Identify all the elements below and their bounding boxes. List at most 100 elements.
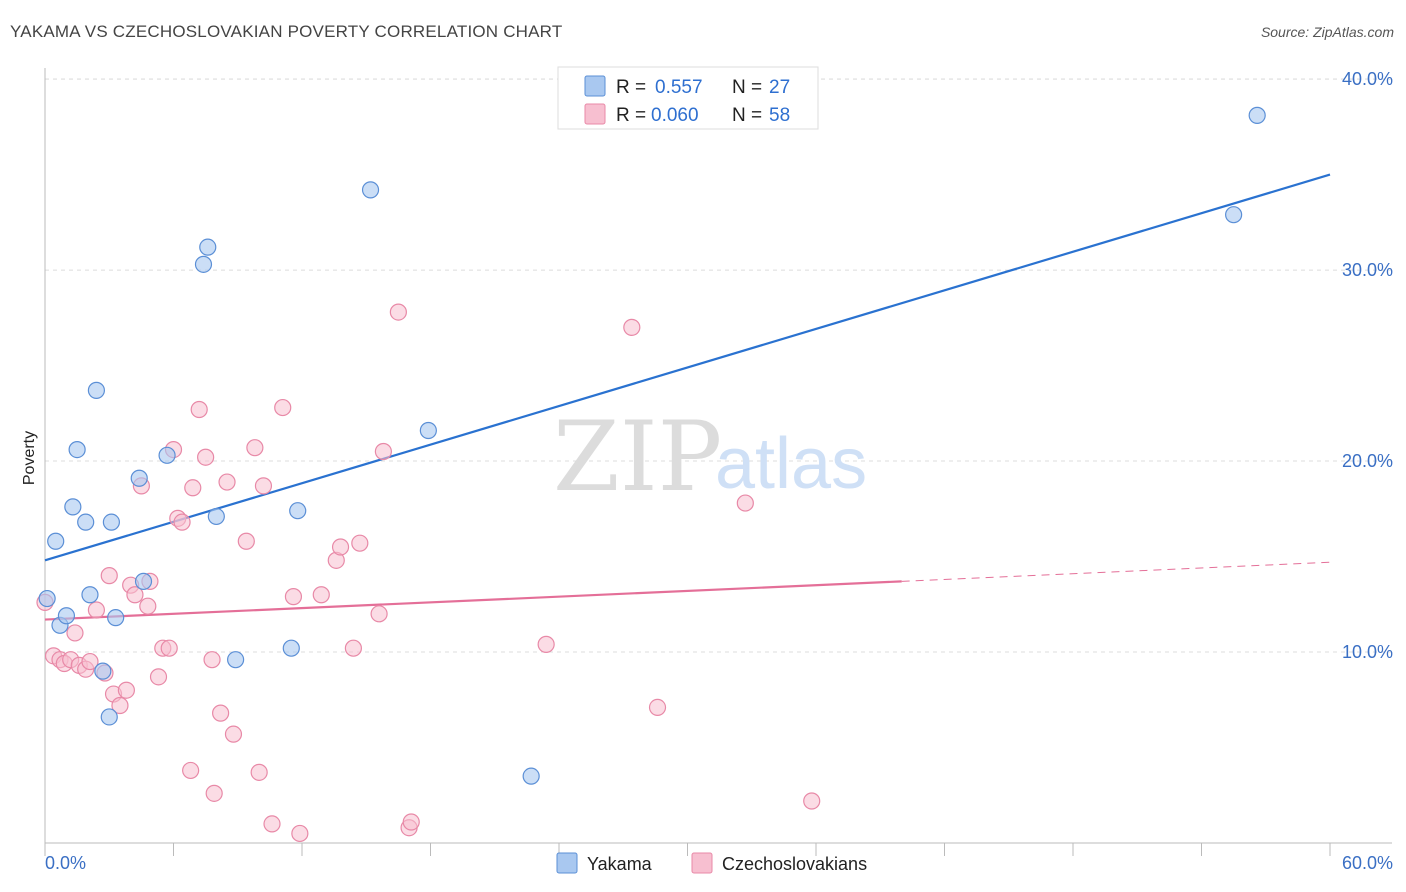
y-tick-label-0: 10.0% — [1342, 642, 1393, 662]
point-czech-26 — [182, 761, 200, 780]
point-czech-33 — [218, 473, 236, 491]
bottom-legend-czech: Czechoslovakians — [722, 854, 867, 874]
point-yakama-22 — [361, 181, 380, 199]
point-yakama-4 — [64, 498, 82, 516]
trend-line-czech-extrapolated — [901, 561, 1331, 582]
point-czech-48 — [370, 605, 388, 623]
point-yakama-14 — [134, 572, 153, 590]
legend-n-value-yakama: 27 — [769, 77, 790, 98]
legend-r-value-yakama: 0.557 — [655, 77, 703, 98]
watermark-zip: ZIP — [553, 401, 722, 513]
point-czech-11 — [100, 567, 118, 585]
chart-title: YAKAMA VS CZECHOSLOVAKIAN POVERTY CORREL… — [10, 22, 563, 41]
trend-lines — [44, 173, 1331, 621]
point-czech-9 — [87, 601, 106, 619]
point-yakama-13 — [130, 469, 148, 487]
point-yakama-15 — [158, 446, 176, 464]
point-czech-38 — [254, 477, 273, 495]
point-czech-37 — [250, 763, 268, 781]
point-czech-56 — [736, 494, 754, 512]
legend: R = 0.557 N = 27 R = 0.060 N = 58 — [557, 66, 819, 130]
point-czech-28 — [190, 400, 208, 419]
bottom-legend-yakama: Yakama — [587, 854, 653, 874]
watermark-atlas: atlas — [715, 424, 867, 504]
legend-n-label-yakama: N = — [732, 77, 762, 98]
point-czech-14 — [117, 681, 135, 699]
x-tick-labels: 0.0% 60.0% — [45, 853, 1393, 873]
point-czech-8 — [81, 652, 99, 671]
point-czech-47 — [351, 534, 369, 552]
y-tick-labels: 10.0% 20.0% 30.0% 40.0% — [1342, 69, 1393, 662]
point-yakama-11 — [107, 609, 125, 627]
legend-swatch-yakama — [584, 75, 606, 97]
point-yakama-3 — [57, 607, 76, 625]
point-czech-39 — [263, 815, 281, 833]
point-yakama-6 — [77, 513, 95, 531]
axes — [44, 68, 1392, 856]
point-yakama-9 — [94, 662, 112, 680]
point-yakama-17 — [199, 238, 217, 256]
point-czech-22 — [160, 639, 178, 657]
point-czech-57 — [803, 792, 821, 810]
x-tick-label-min: 0.0% — [45, 853, 86, 873]
legend-r-label-yakama: R = — [616, 77, 646, 98]
point-czech-49 — [374, 442, 392, 461]
point-czech-5 — [66, 624, 84, 642]
point-yakama-23 — [419, 421, 437, 440]
point-czech-52 — [402, 813, 420, 831]
point-czech-46 — [344, 639, 362, 657]
bottom-legend-swatch-czech — [691, 852, 713, 874]
point-czech-43 — [312, 586, 330, 604]
point-yakama-0 — [38, 589, 56, 608]
point-czech-54 — [623, 318, 641, 336]
point-czech-50 — [389, 303, 407, 321]
gridlines — [45, 78, 1392, 653]
legend-n-label-czech: N = — [732, 105, 762, 126]
bottom-legend-swatch-yakama — [556, 852, 578, 874]
bottom-legend: Yakama Czechoslovakians — [556, 852, 867, 874]
point-czech-30 — [203, 651, 221, 669]
point-czech-32 — [212, 704, 230, 722]
y-tick-label-2: 30.0% — [1342, 260, 1393, 280]
point-yakama-26 — [1248, 106, 1266, 124]
point-czech-42 — [291, 824, 309, 843]
watermark: ZIP atlas — [553, 401, 867, 513]
point-czech-40 — [274, 398, 292, 417]
point-czech-53 — [537, 635, 555, 653]
point-yakama-18 — [207, 507, 225, 526]
point-czech-25 — [173, 513, 191, 531]
y-tick-label-1: 20.0% — [1342, 451, 1393, 471]
point-czech-13 — [111, 696, 129, 715]
point-yakama-7 — [81, 586, 99, 604]
scatter-points — [36, 106, 1266, 843]
trend-line-czech — [44, 580, 902, 621]
point-czech-31 — [205, 784, 223, 802]
legend-swatch-czech — [584, 103, 606, 125]
point-yakama-1 — [47, 532, 65, 550]
point-czech-18 — [139, 597, 157, 615]
point-yakama-12 — [100, 708, 118, 726]
point-yakama-19 — [227, 651, 245, 669]
point-yakama-25 — [1225, 206, 1243, 224]
y-tick-label-3: 40.0% — [1342, 69, 1393, 89]
x-tick-label-max: 60.0% — [1342, 853, 1393, 873]
point-czech-36 — [246, 439, 264, 457]
point-yakama-8 — [87, 381, 106, 399]
legend-r-value-czech: 0.060 — [651, 105, 699, 126]
point-czech-34 — [224, 725, 243, 743]
legend-r-label-czech: R = — [616, 105, 646, 126]
y-axis-title: Poverty — [21, 431, 38, 485]
point-czech-41 — [284, 588, 303, 606]
point-czech-16 — [126, 586, 144, 604]
point-czech-29 — [197, 448, 215, 466]
chart-source: Source: ZipAtlas.com — [1260, 24, 1394, 40]
point-yakama-16 — [194, 255, 213, 273]
point-czech-45 — [331, 538, 350, 556]
point-czech-35 — [237, 532, 255, 550]
point-czech-20 — [149, 668, 168, 686]
point-yakama-10 — [102, 513, 120, 531]
point-czech-55 — [648, 698, 667, 717]
point-yakama-5 — [68, 440, 86, 459]
legend-n-value-czech: 58 — [769, 105, 790, 126]
